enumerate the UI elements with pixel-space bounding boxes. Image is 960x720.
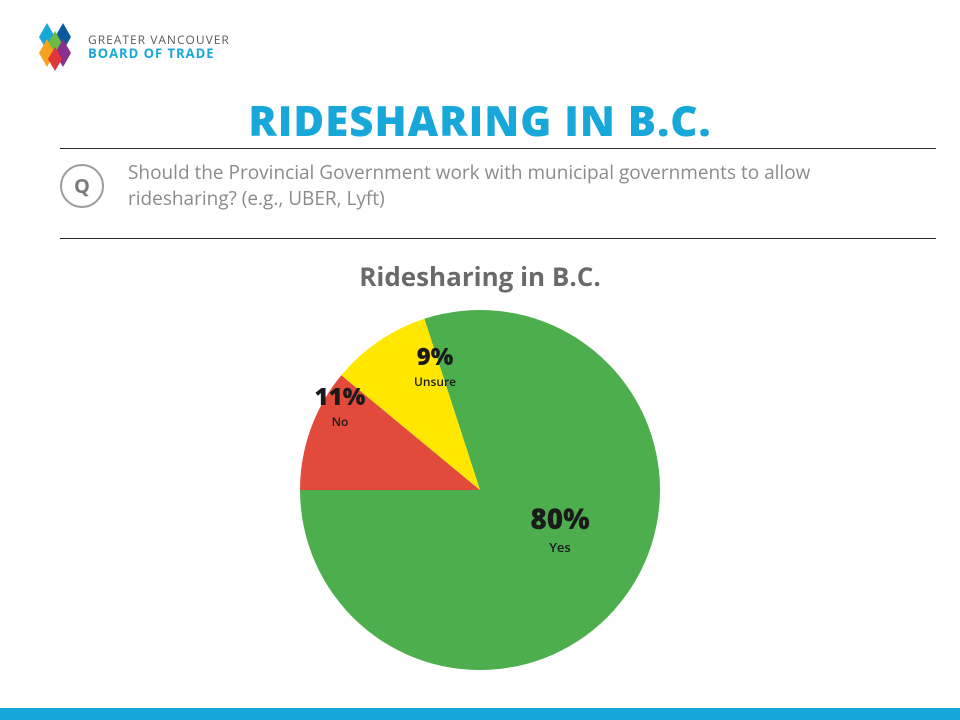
logo-text: GREATER VANCOUVER BOARD OF TRADE [88, 33, 230, 60]
question-badge: Q [60, 164, 104, 208]
logo: GREATER VANCOUVER BOARD OF TRADE [32, 20, 230, 74]
divider-bottom [60, 238, 936, 239]
chart-title: Ridesharing in B.C. [0, 258, 960, 294]
slice-name: Yes [520, 538, 600, 556]
divider-top [60, 148, 936, 149]
slice-name: Unsure [395, 373, 475, 390]
slice-label-yes: 80%Yes [520, 500, 600, 556]
page-title: RIDESHARING IN B.C. [0, 92, 960, 149]
slice-label-unsure: 9%Unsure [395, 340, 475, 390]
pie-chart [0, 300, 960, 680]
slice-pct: 80% [520, 500, 600, 538]
question-text: Should the Provincial Government work wi… [128, 160, 908, 211]
question-row: Q Should the Provincial Government work … [60, 160, 920, 211]
logo-line2: BOARD OF TRADE [88, 46, 230, 60]
slice-name: No [300, 413, 380, 430]
slice-pct: 11% [300, 380, 380, 413]
footer-bar [0, 708, 960, 720]
slice-pct: 9% [395, 340, 475, 373]
logo-mark-icon [32, 20, 78, 74]
slice-label-no: 11%No [300, 380, 380, 430]
